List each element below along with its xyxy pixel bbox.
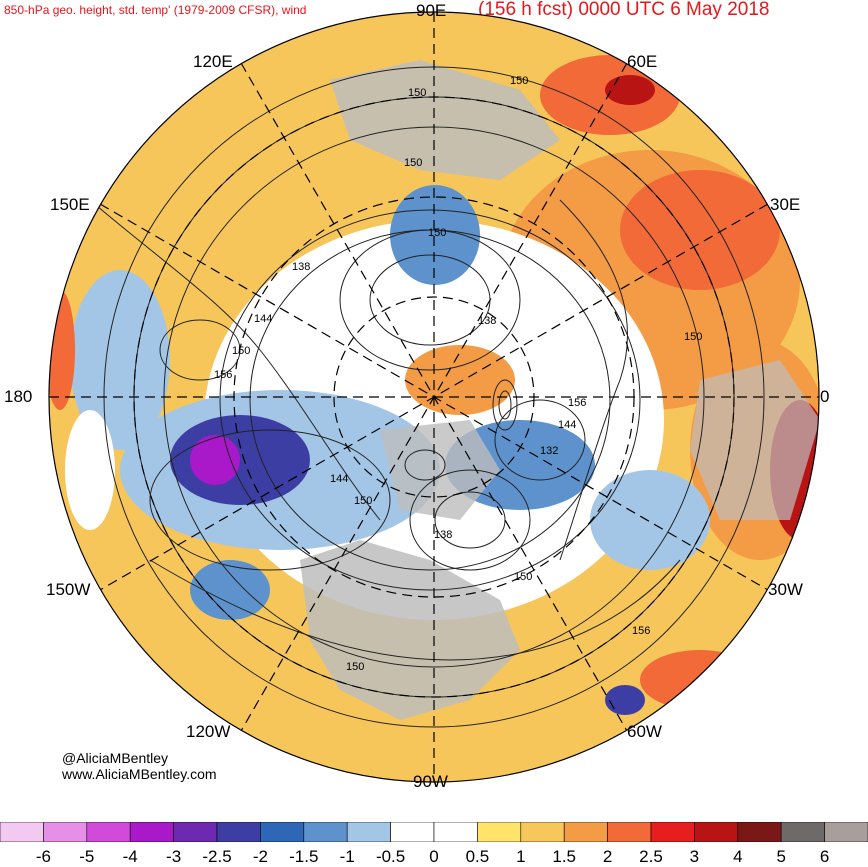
contour-label: 156 xyxy=(568,397,586,409)
lon-label-180: 180 xyxy=(4,387,33,406)
lon-label-120e: 120E xyxy=(193,52,233,71)
contour-label: 156 xyxy=(632,625,650,637)
lon-label-150e: 150E xyxy=(50,195,90,214)
colorbar-tick-label: -1 xyxy=(339,847,355,866)
contour-label: 150 xyxy=(408,87,426,99)
contour-label: 150 xyxy=(514,571,532,583)
credit-website[interactable]: www.AliciaMBentley.com xyxy=(62,766,217,782)
contour-label: 156 xyxy=(214,369,232,381)
colorbar-tick-label: 2.5 xyxy=(639,847,663,866)
colorbar-tick-label: -5 xyxy=(79,847,95,866)
contour-label: 150 xyxy=(346,661,364,673)
colorbar-swatch xyxy=(737,822,782,842)
colorbar-tick-label: -4 xyxy=(122,847,138,866)
contour-label: 138 xyxy=(292,261,310,273)
colorbar-tick-label: 6 xyxy=(819,847,830,866)
colorbar-tick-label: 3 xyxy=(689,847,700,866)
warm-anomaly-southeast xyxy=(640,650,760,710)
colorbar-tick-label: 4 xyxy=(733,847,743,866)
cold-spot-pacific xyxy=(190,435,240,485)
chart-title: 850-hPa geo. height, std. temp' (1979-20… xyxy=(4,3,307,17)
contour-label: 150 xyxy=(232,345,250,357)
colorbar-tick-label: 0.5 xyxy=(465,847,490,866)
colorbar-swatch xyxy=(173,822,218,842)
lon-label-120w: 120W xyxy=(186,722,231,741)
land-north-america xyxy=(300,540,520,720)
contour-label: 138 xyxy=(478,315,496,327)
lon-label-0: 0 xyxy=(820,387,830,406)
colorbar-swatch xyxy=(824,822,868,842)
forecast-time: (156 h fcst) 0000 UTC 6 May 2018 xyxy=(478,0,770,20)
neutral-west xyxy=(65,410,115,530)
colorbar-swatch xyxy=(650,822,695,842)
colorbar-swatch xyxy=(563,822,608,842)
land-greenland xyxy=(380,420,500,520)
contour-label: 150 xyxy=(510,75,528,87)
lon-label-30e: 30E xyxy=(770,195,801,214)
colorbar-tick-label: 5 xyxy=(776,847,786,866)
map-field xyxy=(49,12,819,782)
contour-label: 150 xyxy=(428,227,446,239)
lon-label-60w: 60W xyxy=(627,722,662,741)
land-siberia xyxy=(330,60,560,180)
colorbar-tick-label: 1.5 xyxy=(552,847,577,866)
lon-label-150w: 150W xyxy=(46,580,91,599)
colorbar-swatch xyxy=(694,822,739,842)
colorbar-swatch xyxy=(43,822,88,842)
colorbar-swatch xyxy=(477,822,522,842)
lon-label-90w: 90W xyxy=(413,772,448,791)
colorbar xyxy=(0,822,868,842)
contour-label: 144 xyxy=(558,419,576,431)
cold-anomaly-labrador xyxy=(590,470,710,570)
colorbar-tick-label: 1 xyxy=(516,847,526,866)
colorbar-tick-label: -6 xyxy=(35,847,51,866)
colorbar-tick-label: 0 xyxy=(429,847,439,866)
colorbar-swatch xyxy=(129,822,174,842)
contour-label: 150 xyxy=(354,495,372,507)
colorbar-swatch xyxy=(86,822,131,842)
cold-spot-southeast xyxy=(605,685,645,715)
graticule xyxy=(49,12,819,782)
colorbar-swatch xyxy=(260,822,305,842)
polar-map: 150 150 150 150 138 144 150 156 138 156 … xyxy=(48,11,820,783)
colorbar-tick-label: -3 xyxy=(166,847,182,866)
colorbar-swatch xyxy=(433,822,478,842)
colorbar-tick-label: -1.5 xyxy=(289,847,319,866)
colorbar-swatch xyxy=(607,822,652,842)
contour-label: 150 xyxy=(404,157,422,169)
colorbar-swatch xyxy=(0,822,44,842)
lon-label-90e: 90E xyxy=(416,1,447,20)
hot-spot-north xyxy=(605,75,655,105)
map-border xyxy=(48,11,820,783)
contour-labels: 150 150 150 150 138 144 150 156 138 156 … xyxy=(214,75,702,673)
colorbar-swatch xyxy=(390,822,435,842)
contour-label: 144 xyxy=(254,313,272,325)
colorbar-swatch xyxy=(303,822,348,842)
contour-label: 138 xyxy=(434,529,452,541)
credit-handle: @AliciaMBentley xyxy=(62,750,169,766)
colorbar-tick-label: -2.5 xyxy=(202,847,232,866)
colorbar-swatch xyxy=(346,822,391,842)
contour-label: 144 xyxy=(330,473,348,485)
colorbar-tick-label: -2 xyxy=(252,847,268,866)
colorbar-swatch xyxy=(780,822,825,842)
colorbar-swatch xyxy=(216,822,261,842)
cold-anomaly-gulf xyxy=(190,560,270,620)
colorbar-tick-label: 2 xyxy=(602,847,613,866)
contour-label: 150 xyxy=(684,331,702,343)
warm-anomaly-core xyxy=(620,170,780,290)
lon-label-30w: 30W xyxy=(768,580,803,599)
contour-label: 132 xyxy=(540,445,558,457)
colorbar-tick-label: -0.5 xyxy=(375,847,406,866)
colorbar-swatch xyxy=(520,822,565,842)
lon-label-60e: 60E xyxy=(627,52,658,71)
